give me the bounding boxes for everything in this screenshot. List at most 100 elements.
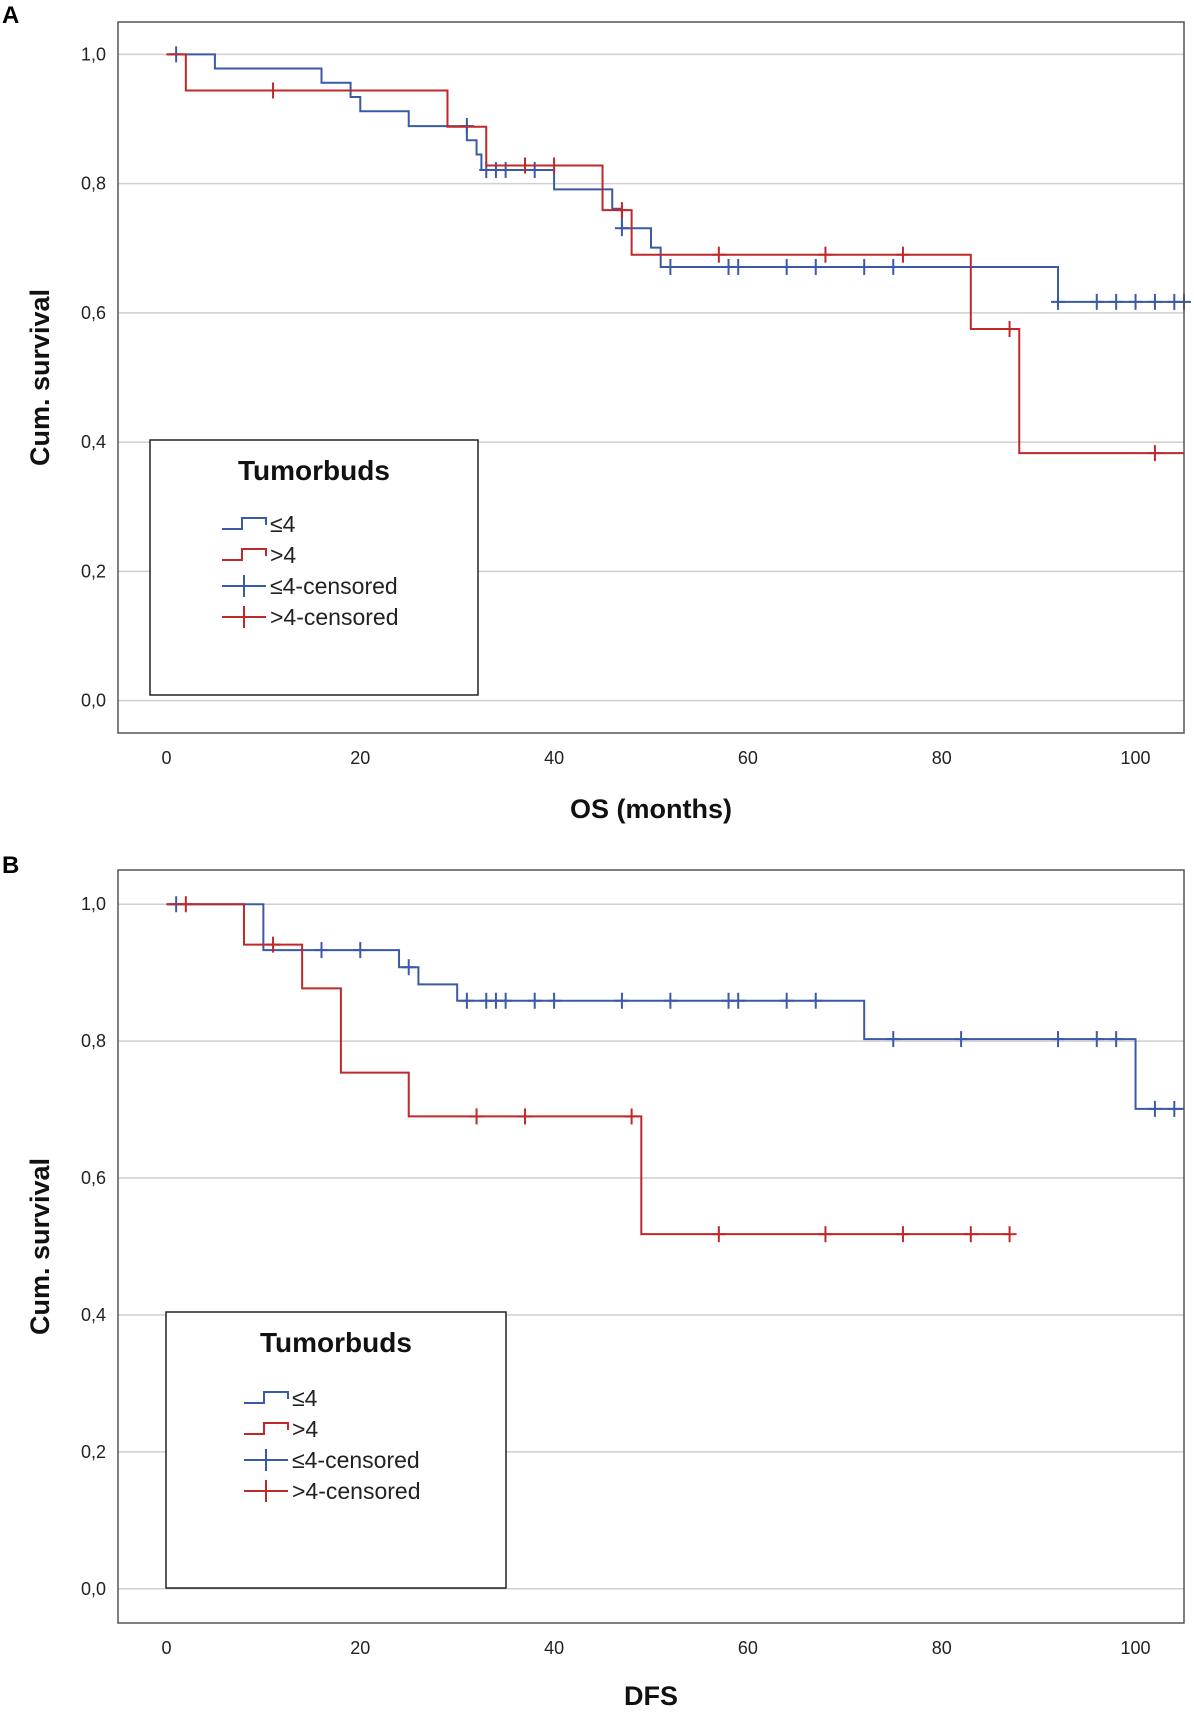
censor-mark <box>954 1031 969 1048</box>
x-axis-title: OS (months) <box>570 794 732 824</box>
censor-mark <box>711 1226 726 1243</box>
censor-mark <box>1002 1226 1017 1243</box>
legend-step-key <box>244 1422 289 1435</box>
censor-mark <box>895 1226 910 1243</box>
y-tick-label: 0,2 <box>81 561 106 581</box>
y-tick-label: 1,0 <box>81 44 106 64</box>
legend-step-key <box>222 517 267 530</box>
censor-mark <box>178 896 193 913</box>
censor-mark <box>895 246 910 263</box>
plot-frame <box>117 869 1185 1624</box>
legend-label: >4 <box>292 1416 318 1442</box>
y-tick-label: 0,2 <box>81 1442 106 1462</box>
y-axis-title: Cum. survival <box>25 1158 55 1335</box>
censor-mark <box>547 992 562 1009</box>
panel-b: B 0,0 0,2 0,4 0,6 0,8 1,0 0 20 40 60 80 100 DFS Cum… <box>0 850 1194 1722</box>
censor-mark <box>1147 1100 1162 1117</box>
x-tick-label: 80 <box>932 1638 952 1658</box>
censor-mark <box>963 1226 978 1243</box>
y-axis-title: Cum. survival <box>25 289 55 466</box>
legend-entry: >4-censored <box>244 1478 421 1504</box>
y-tick-label: 0,0 <box>81 691 106 711</box>
x-tick-label: 100 <box>1121 748 1151 768</box>
censor-mark <box>808 992 823 1009</box>
censor-mark <box>614 992 629 1009</box>
panel-a: A 0,0 0,2 0,4 0,6 0,8 1,0 0 20 40 60 80 100 OS (mon… <box>0 0 1194 850</box>
censor-mark <box>857 258 872 275</box>
legend-step-key <box>244 1391 289 1404</box>
censor-mark <box>779 258 794 275</box>
legend-label: >4 <box>270 542 296 568</box>
censor-mark <box>1051 1031 1066 1048</box>
legend: Tumorbuds ≤4 >4 ≤4-censored >4-censored <box>165 1311 507 1589</box>
legend-label: ≤4-censored <box>270 573 398 599</box>
censor-mark <box>266 936 281 953</box>
censor-mark <box>314 942 329 959</box>
y-tick-label: 0,8 <box>81 1031 106 1051</box>
x-tick-label: 60 <box>738 1638 758 1658</box>
censor-mark <box>818 246 833 263</box>
km-curve-gt4 <box>166 53 1184 455</box>
censor-mark <box>1089 293 1104 310</box>
x-axis-title: DFS <box>624 1681 678 1711</box>
censor-mark <box>1002 321 1017 338</box>
censor-mark <box>527 992 542 1009</box>
censor-mark <box>518 157 533 174</box>
legend-box <box>149 439 479 696</box>
panel-label: B <box>2 852 20 879</box>
censor-mark <box>818 1226 833 1243</box>
censor-mark <box>1089 1031 1104 1048</box>
censor-mark <box>401 959 416 976</box>
legend-entry: ≤4 <box>222 511 296 537</box>
legend-step-key <box>222 548 267 561</box>
legend: Tumorbuds ≤4 >4 ≤4-censored >4-censored <box>149 439 479 696</box>
censor-mark <box>614 220 629 237</box>
censor-mark <box>518 1108 533 1125</box>
censor-mark <box>1147 445 1162 462</box>
censor-mark <box>547 157 562 174</box>
legend-box <box>165 1311 507 1589</box>
legend-label: ≤4-censored <box>292 1447 420 1473</box>
censor-mark <box>711 246 726 263</box>
km-curve-le4 <box>166 53 1184 303</box>
legend-title: Tumorbuds <box>238 455 390 486</box>
censor-mark <box>663 258 678 275</box>
x-tick-label: 0 <box>161 1638 171 1658</box>
legend-entry: >4 <box>222 542 296 568</box>
y-tick-label: 0,4 <box>81 1305 106 1325</box>
censor-mark <box>614 202 629 219</box>
censor-mark <box>624 1108 639 1125</box>
censor-mark <box>1147 293 1162 310</box>
km-curve-le4 <box>166 903 1184 1110</box>
legend-label: >4-censored <box>270 604 399 630</box>
censor-mark <box>731 992 746 1009</box>
legend-entry: ≤4-censored <box>222 573 398 599</box>
censor-mark <box>731 258 746 275</box>
censor-mark <box>1167 1100 1182 1117</box>
censor-mark <box>498 992 513 1009</box>
x-tick-label: 20 <box>350 748 370 768</box>
km-chart-os: 0,0 0,2 0,4 0,6 0,8 1,0 0 20 40 60 80 100 OS (month… <box>25 21 1191 824</box>
censor-mark <box>353 942 368 959</box>
panel-label: A <box>2 2 20 29</box>
censor-mark <box>1109 293 1124 310</box>
y-tick-label: 0,8 <box>81 174 106 194</box>
x-tick-label: 0 <box>161 748 171 768</box>
x-tick-label: 60 <box>738 748 758 768</box>
legend-label: ≤4 <box>292 1385 318 1411</box>
censor-mark <box>886 258 901 275</box>
legend-label: >4-censored <box>292 1478 421 1504</box>
censor-mark <box>1128 293 1143 310</box>
legend-entry: ≤4-censored <box>244 1447 420 1473</box>
censor-mark <box>808 258 823 275</box>
y-tick-label: 0,6 <box>81 1168 106 1188</box>
km-curve-gt4 <box>166 903 1010 1236</box>
censor-mark <box>498 162 513 179</box>
x-tick-label: 20 <box>350 1638 370 1658</box>
censor-mark <box>886 1031 901 1048</box>
censor-mark <box>779 992 794 1009</box>
legend-label: ≤4 <box>270 511 296 537</box>
censor-mark <box>527 162 542 179</box>
x-tick-label: 100 <box>1121 1638 1151 1658</box>
x-tick-label: 40 <box>544 748 564 768</box>
